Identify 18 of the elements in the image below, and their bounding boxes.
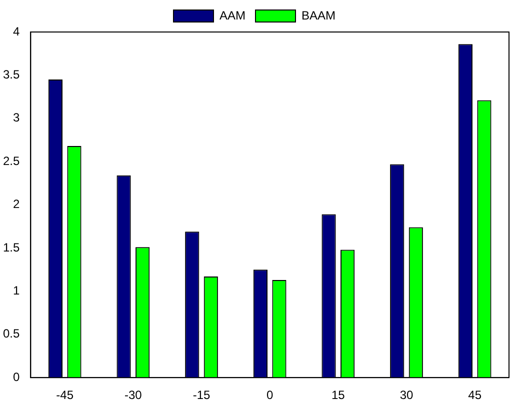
y-tick-label: 3 <box>12 110 20 125</box>
x-tick-label: 0 <box>266 388 274 402</box>
x-tick-label: 30 <box>400 388 414 402</box>
x-tick-label: 15 <box>331 388 346 402</box>
y-tick-label: 1 <box>12 284 20 298</box>
y-tick-label: 2.5 <box>2 154 20 168</box>
legend-label: BAAM <box>302 8 336 22</box>
x-tick-label: 45 <box>468 388 482 402</box>
x-tick-label: -15 <box>192 388 211 402</box>
y-tick-label: 3.5 <box>2 68 20 82</box>
legend-label: AAM <box>219 8 246 22</box>
y-tick-label: 4 <box>12 24 20 38</box>
y-tick-label: 0.5 <box>2 326 20 341</box>
y-tick-label: 1.5 <box>2 240 20 254</box>
x-tick-label: -30 <box>124 388 142 402</box>
y-tick-label: 0 <box>12 370 20 384</box>
y-tick-label: 2 <box>12 197 20 212</box>
x-tick-label: -45 <box>56 388 74 402</box>
